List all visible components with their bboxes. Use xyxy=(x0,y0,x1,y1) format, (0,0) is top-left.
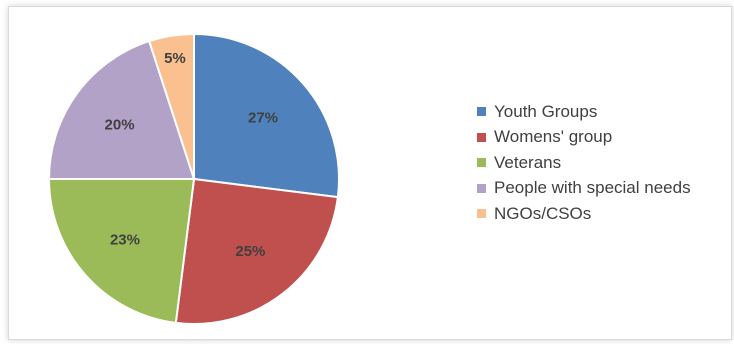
pie-slice-womens-group xyxy=(174,177,339,325)
legend-swatch-ngos-csos xyxy=(477,209,486,219)
pie-slice-veterans xyxy=(47,178,196,324)
data-label-youth-groups: 27% xyxy=(248,110,278,127)
legend-item-ngos-csos: NGOs/CSOs xyxy=(477,201,691,227)
legend-item-veterans: Veterans xyxy=(477,150,691,176)
pie-chart: 27% 25% 23% 20% 5% xyxy=(47,32,340,325)
legend-item-people-with-special-needs: People with special needs xyxy=(477,176,691,202)
legend-label-veterans: Veterans xyxy=(494,152,562,172)
pie-slice-youth-groups xyxy=(193,32,340,199)
legend-item-youth-groups: Youth Groups xyxy=(477,99,691,125)
legend-swatch-womens-group xyxy=(477,132,486,142)
legend-label-people-with-special-needs: People with special needs xyxy=(494,178,691,198)
legend-label-youth-groups: Youth Groups xyxy=(494,101,598,121)
legend-swatch-youth-groups xyxy=(477,107,486,117)
data-label-people-with-special-needs: 20% xyxy=(105,116,135,133)
data-label-veterans: 23% xyxy=(110,231,140,248)
data-label-womens-group: 25% xyxy=(235,243,265,260)
legend-swatch-veterans xyxy=(477,158,486,168)
chart-container: 27% 25% 23% 20% 5% Youth Groups Womens' group… xyxy=(8,6,732,340)
legend-label-ngos-csos: NGOs/CSOs xyxy=(494,203,592,223)
pie-slice-ngos-csos xyxy=(147,32,195,180)
pie-slice-people-with-special-needs xyxy=(47,39,196,180)
chart-legend: Youth Groups Womens' group Veterans People … xyxy=(477,99,691,227)
legend-item-womens-group: Womens' group xyxy=(477,125,691,151)
legend-label-womens-group: Womens' group xyxy=(494,127,613,147)
data-label-ngos-csos: 5% xyxy=(164,50,186,67)
legend-swatch-people-with-special-needs xyxy=(477,183,486,193)
